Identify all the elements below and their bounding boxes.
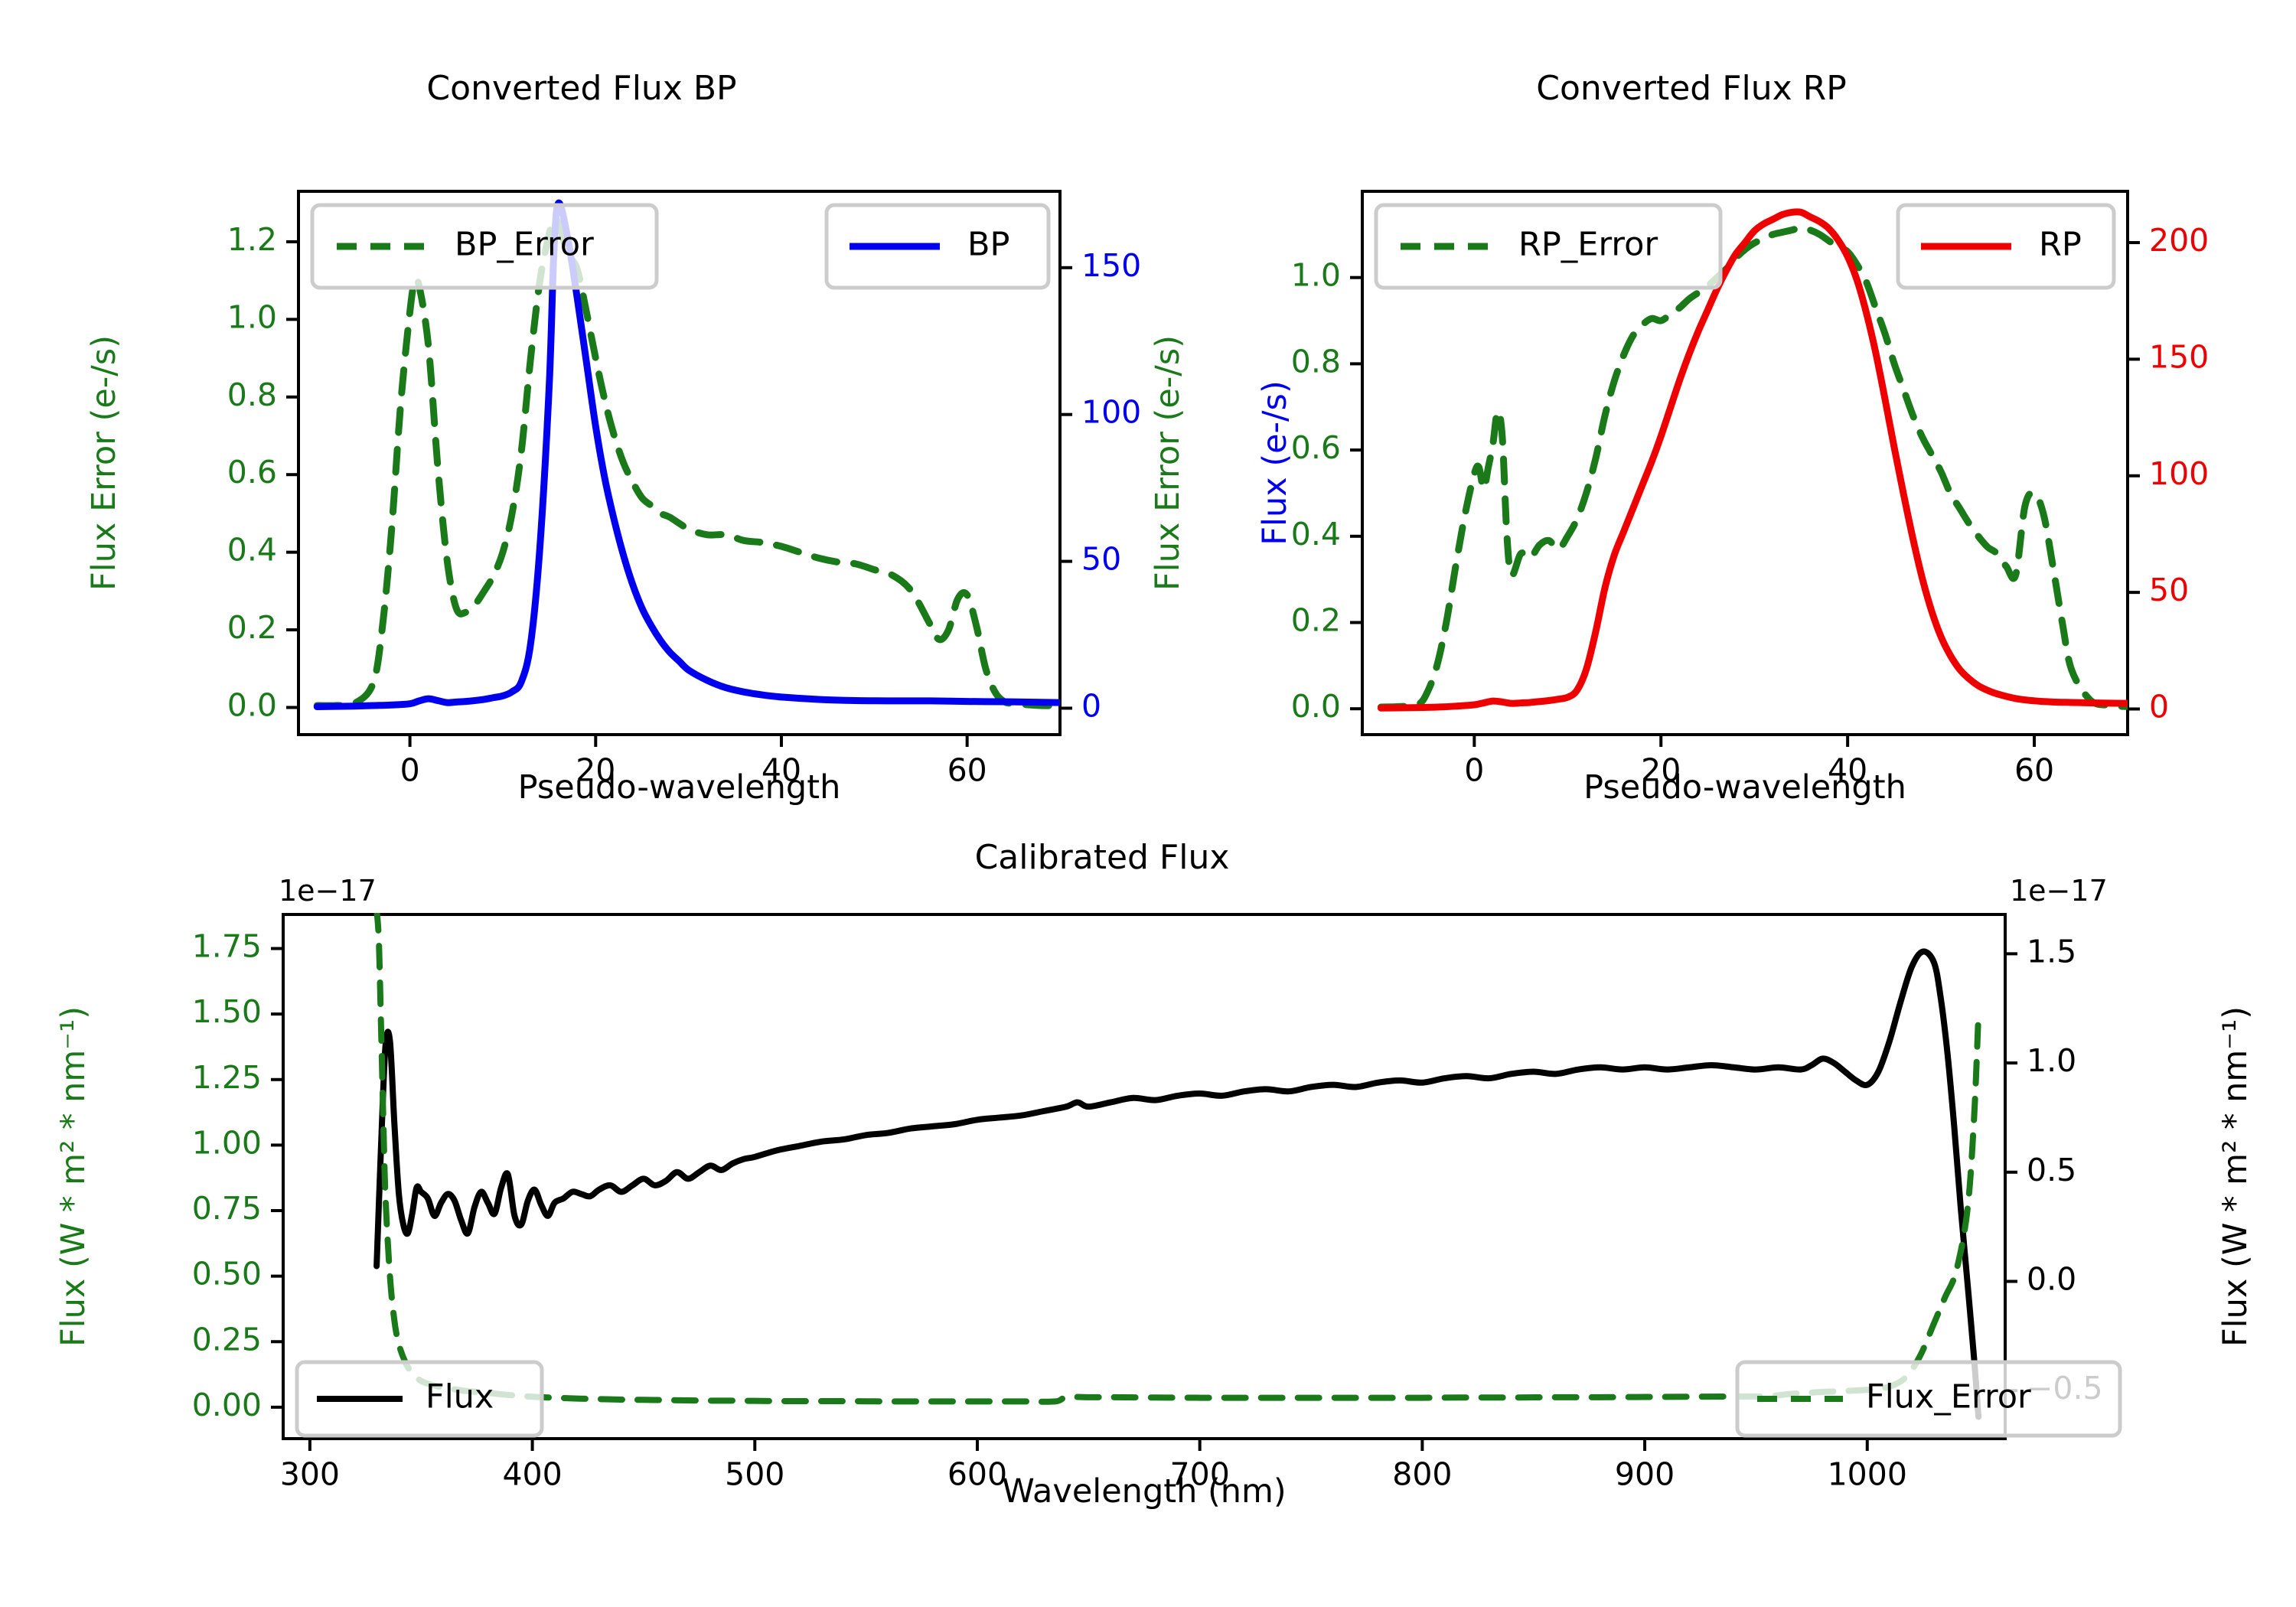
y-right-tick-label: 150	[2149, 338, 2209, 375]
x-tick-label: 300	[280, 1455, 340, 1492]
y-left-axis-label: Flux Error (e-/s)	[85, 335, 123, 591]
y-right-tick-label: 100	[2149, 455, 2209, 492]
y-right-tick-label: 0.5	[2027, 1152, 2076, 1188]
series-line-bp_error	[313, 215, 1060, 709]
plot-frame	[297, 190, 1062, 736]
legend-label-bp_error[interactable]: BP_Error	[455, 226, 594, 264]
y-left-tick-label: 0.0	[1291, 688, 1341, 725]
y-left-tick-label: 1.2	[227, 221, 277, 258]
y-right-tick-label: 50	[1081, 541, 1121, 578]
y-right-tick-label: 200	[2149, 222, 2209, 259]
y-right-tick-label: 100	[1081, 394, 1141, 431]
x-axis-label: Wavelength (nm)	[1002, 1472, 1286, 1511]
x-tick-label: 40	[762, 751, 801, 788]
y-right-tick-label: 1.0	[2027, 1042, 2076, 1079]
panel-converted-flux-bp: Converted Flux BP 0 20 40 60 Pseudo-waveleng…	[0, 0, 1294, 826]
chart-title-rp: Converted Flux RP	[1536, 69, 1847, 108]
y-left-tick-label: 0.8	[1291, 343, 1341, 380]
legend-label-rp_error[interactable]: RP_Error	[1518, 226, 1658, 264]
y-right-tick-label: 0.0	[2027, 1261, 2076, 1298]
y-left-tick-label: 0.6	[1291, 429, 1341, 466]
series-line-bp	[313, 199, 1060, 711]
y-left-tick-label: 0.2	[1291, 601, 1341, 638]
y-right-tick-label: 150	[1081, 247, 1141, 284]
y-left-tick-label: 0.6	[227, 454, 277, 491]
x-tick-label: 800	[1392, 1455, 1452, 1492]
series-group	[373, 913, 1982, 1420]
y-left-tick-label: 1.0	[1291, 257, 1341, 294]
x-tick-label: 60	[947, 751, 987, 788]
y-left-tick-label: 0.50	[192, 1256, 262, 1292]
y-right-axis-label: Flux (W * m² * nm⁻¹)	[2216, 1006, 2255, 1347]
legend-box	[295, 1360, 544, 1438]
y-right-tick-label: 1.5	[2027, 933, 2076, 970]
series-line-flux	[373, 948, 1982, 1420]
y-left-axis-label: Flux (W * m² * nm⁻¹)	[54, 1006, 93, 1347]
y-left-tick-label: 0.75	[192, 1190, 262, 1227]
y-right-tick-label: 50	[2149, 572, 2189, 608]
y-right-axis-label: Flux (e-/s)	[1256, 380, 1294, 545]
legend-box	[310, 203, 659, 290]
chart-converted-flux-rp: Converted Flux RP 0 20 40 60 Pseudo-waveleng…	[1149, 69, 2209, 807]
plot-frame	[282, 913, 2007, 1440]
legend-label-rp[interactable]: RP	[2039, 226, 2082, 264]
y-left-tick-label: 0.2	[227, 609, 277, 646]
x-tick-label: 60	[2014, 751, 2054, 788]
y-left-tick-label: 0.25	[192, 1321, 262, 1358]
x-tick-label: 40	[1828, 751, 1867, 788]
y-left-tick-label: 1.00	[192, 1124, 262, 1161]
chart-calibrated-flux: Calibrated Flux 300 400 500 600 700 800 900 100…	[54, 838, 2255, 1511]
chart-converted-flux-bp: Converted Flux BP 0 20 40 60 Pseudo-waveleng…	[85, 69, 1294, 807]
y-left-axis-label: Flux Error (e-/s)	[1149, 335, 1187, 591]
chart-title-calibrated: Calibrated Flux	[975, 838, 1230, 877]
x-tick-label: 700	[1170, 1455, 1230, 1492]
x-tick-label: 20	[1641, 751, 1681, 788]
legend-box	[1374, 203, 1723, 290]
x-tick-label: 1000	[1828, 1455, 1907, 1492]
x-axis-label: Pseudo-wavelength	[518, 768, 841, 807]
series-group	[1377, 208, 2128, 712]
x-tick-label: 0	[400, 751, 420, 788]
y-left-tick-label: 0.0	[227, 687, 277, 724]
x-tick-label: 400	[502, 1455, 562, 1492]
legend-label-bp[interactable]: BP	[967, 226, 1009, 264]
y-right-tick-label: 0	[1081, 687, 1101, 724]
y-left-tick-label: 0.4	[1291, 516, 1341, 553]
x-tick-label: 0	[1464, 751, 1484, 788]
x-tick-label: 900	[1615, 1455, 1675, 1492]
x-tick-label: 600	[947, 1455, 1007, 1492]
y-left-tick-label: 1.75	[192, 928, 262, 965]
legend-label-flux_error[interactable]: Flux_Error	[1866, 1378, 2031, 1416]
y-left-tick-label: 0.8	[227, 376, 277, 413]
x-tick-label: 20	[576, 751, 615, 788]
y-right-tick-label: 0	[2149, 688, 2169, 725]
y-left-tick-label: 1.25	[192, 1059, 262, 1096]
series-line-rp_error	[1377, 224, 2128, 711]
plot-frame	[1361, 190, 2129, 736]
series-line-rp	[1377, 208, 2128, 712]
series-group	[313, 199, 1060, 711]
legend-box	[1735, 1360, 2122, 1438]
panel-converted-flux-rp: Converted Flux RP 0 20 40 60 Pseudo-waveleng…	[1148, 0, 2296, 826]
x-axis-label: Pseudo-wavelength	[1583, 768, 1906, 807]
y-left-tick-label: 0.4	[227, 532, 277, 569]
chart-title-bp: Converted Flux BP	[426, 69, 736, 108]
y-left-offset-label: 1e−17	[279, 874, 377, 908]
series-line-flux_error	[373, 913, 1982, 1405]
y-left-tick-label: 1.50	[192, 993, 262, 1030]
legend-label-flux[interactable]: Flux	[426, 1378, 494, 1416]
y-left-tick-label: 0.00	[192, 1387, 262, 1423]
x-tick-label: 500	[725, 1455, 784, 1492]
y-left-tick-label: 1.0	[227, 298, 277, 335]
y-right-offset-label: 1e−17	[2010, 874, 2108, 908]
panel-calibrated-flux: Calibrated Flux 300 400 500 600 700 800 900 100…	[0, 826, 2296, 1607]
